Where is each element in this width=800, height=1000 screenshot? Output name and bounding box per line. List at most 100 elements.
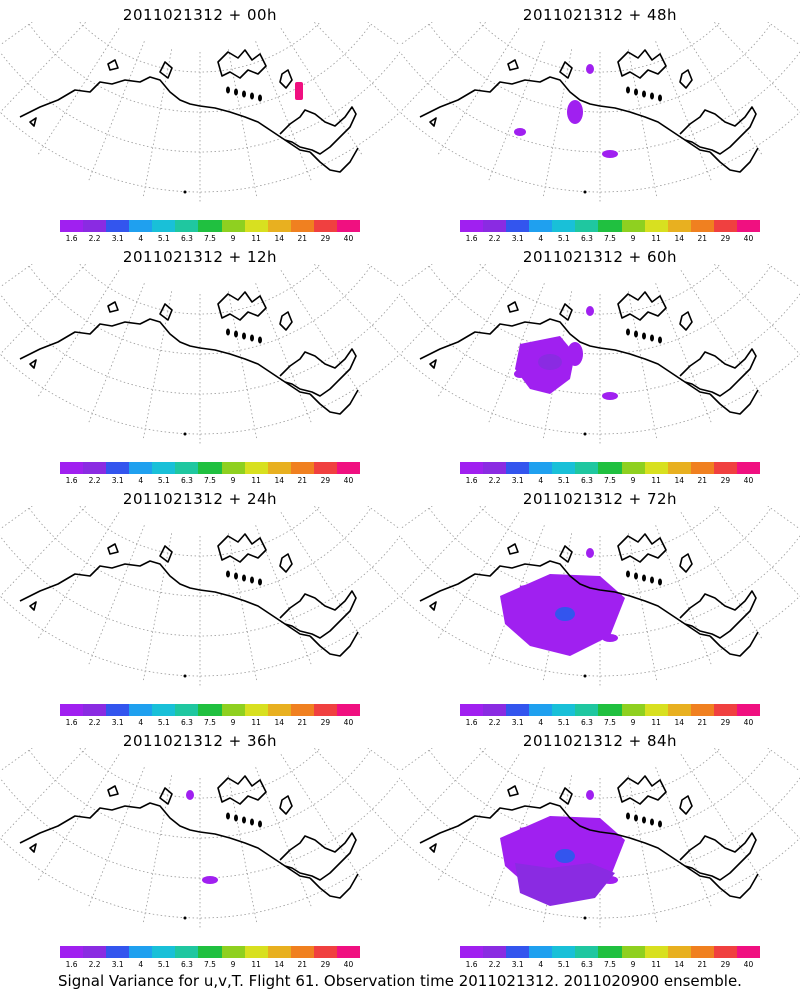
colorbar-swatch [244, 220, 268, 232]
map-projection [0, 506, 400, 686]
variance-patch [514, 128, 526, 136]
variance-patch [555, 849, 575, 863]
colorbar-label: 7.5 [604, 718, 616, 727]
colorbar-label: 9 [630, 718, 636, 727]
colorbar-swatch [83, 704, 107, 716]
coastline [19, 775, 359, 899]
colorbar-label: 21 [697, 960, 708, 969]
colorbar-label: 14 [674, 718, 684, 727]
colorbar-swatch [598, 462, 622, 474]
colorbar-label: 5.1 [557, 718, 570, 727]
colorbar-label: 40 [743, 960, 754, 969]
panel-title: 2011021312 + 60h [522, 248, 678, 266]
island-dot [583, 190, 587, 194]
colorbar-label: 3.1 [511, 718, 524, 727]
variance-patch [515, 863, 615, 906]
coastline [419, 533, 759, 657]
colorbar-label: 40 [343, 960, 354, 969]
colorbar [60, 704, 361, 716]
colorbar-swatch [736, 704, 761, 716]
map-panel: 2011021312 + 60h 1.6 2.2 3.1 4 5.1 6.3 7.5 9 11 14… [400, 242, 800, 486]
colorbar-swatch [106, 704, 130, 716]
colorbar-label: 29 [320, 476, 331, 485]
colorbar-label: 11 [251, 960, 261, 969]
colorbar-swatch [667, 704, 691, 716]
colorbar-swatch [713, 704, 737, 716]
colorbar-swatch [244, 704, 268, 716]
colorbar-label: 29 [720, 476, 731, 485]
colorbar-swatch [313, 220, 337, 232]
variance-patch [555, 607, 575, 621]
colorbar-label: 5.1 [157, 960, 170, 969]
colorbar-label: 9 [630, 234, 636, 243]
colorbar-swatch [736, 946, 761, 958]
variance-patch [186, 790, 194, 800]
colorbar-swatch [267, 946, 291, 958]
colorbar-label: 29 [720, 234, 731, 243]
colorbar-label: 9 [630, 476, 636, 485]
colorbar-label: 11 [251, 476, 261, 485]
coastline [19, 291, 359, 415]
colorbar-label: 14 [274, 476, 284, 485]
colorbar-label: 3.1 [111, 234, 124, 243]
colorbar-label: 14 [274, 960, 284, 969]
colorbar-swatch [221, 462, 245, 474]
colorbar-swatch [175, 704, 199, 716]
colorbar-labels: 1.6 2.2 3.1 4 5.1 6.3 7.5 9 11 14 21 29 40 [460, 476, 760, 486]
colorbar-swatch [644, 220, 668, 232]
colorbar-label: 1.6 [465, 718, 478, 727]
colorbar-label: 7.5 [204, 718, 216, 727]
colorbar-swatch [621, 704, 645, 716]
colorbar-swatch [83, 462, 107, 474]
colorbar-label: 7.5 [204, 476, 216, 485]
graticule [0, 748, 400, 928]
colorbar-swatch [575, 462, 599, 474]
colorbar-label: 11 [651, 476, 661, 485]
colorbar-label: 2.2 [88, 476, 101, 485]
colorbar-labels: 1.6 2.2 3.1 4 5.1 6.3 7.5 9 11 14 21 29 40 [460, 234, 760, 244]
colorbar-swatch [152, 462, 176, 474]
colorbar-label: 4 [138, 960, 144, 969]
colorbar-swatch [621, 220, 645, 232]
colorbar-swatch [506, 220, 530, 232]
colorbar-label: 6.3 [180, 960, 193, 969]
colorbar-swatch [644, 704, 668, 716]
colorbar-label: 1.6 [65, 476, 78, 485]
colorbar-swatch [460, 220, 484, 232]
colorbar-swatch [152, 946, 176, 958]
panel-title: 2011021312 + 48h [522, 6, 678, 24]
colorbar-label: 5.1 [557, 234, 570, 243]
island-dot [583, 674, 587, 678]
colorbar-swatch [667, 946, 691, 958]
graticule [400, 22, 800, 202]
colorbar-swatch [644, 462, 668, 474]
colorbar-swatch [290, 704, 314, 716]
colorbar-labels: 1.6 2.2 3.1 4 5.1 6.3 7.5 9 11 14 21 29 40 [460, 718, 760, 728]
colorbar-swatch [106, 220, 130, 232]
colorbar-swatch [198, 220, 222, 232]
map-panel: 2011021312 + 12h 1.6 2.2 3.1 4 5.1 6.3 7.5 9 11 14… [0, 242, 400, 485]
island-dot [183, 190, 187, 194]
island-dot [183, 432, 187, 436]
colorbar-label: 2.2 [88, 960, 101, 969]
variance-patch [602, 392, 618, 400]
map-projection [400, 22, 800, 202]
colorbar-label: 4 [538, 476, 544, 485]
colorbar-swatch [198, 704, 222, 716]
colorbar-swatch [690, 462, 714, 474]
colorbar-swatch [198, 462, 222, 474]
colorbar-label: 21 [297, 718, 308, 727]
colorbar-label: 7.5 [204, 234, 216, 243]
colorbar-label: 6.3 [580, 718, 593, 727]
colorbar-labels: 1.6 2.2 3.1 4 5.1 6.3 7.5 9 11 14 21 29 40 [460, 960, 760, 970]
colorbar-swatch [336, 946, 361, 958]
coastline [419, 291, 759, 415]
colorbar-swatch [244, 946, 268, 958]
colorbar-label: 1.6 [465, 960, 478, 969]
colorbar-swatch [736, 220, 761, 232]
colorbar-swatch [598, 704, 622, 716]
colorbar-label: 9 [230, 234, 236, 243]
colorbar-label: 29 [320, 960, 331, 969]
map-panel: 2011021312 + 24h 1.6 2.2 3.1 4 5.1 6.3 7.5 9 11 14… [0, 484, 400, 727]
colorbar-label: 2.2 [488, 718, 501, 727]
